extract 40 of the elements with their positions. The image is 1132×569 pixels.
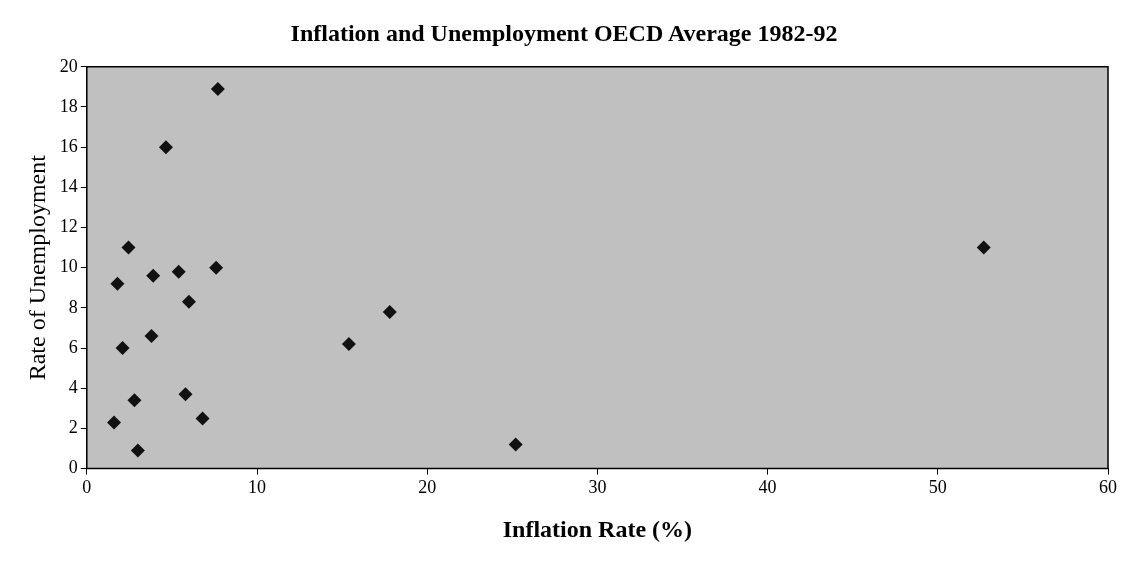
point [115,341,130,356]
y-axis-title: Rate of Unemployment [23,154,50,381]
point [341,337,356,352]
y-tick-label: 2 [68,417,78,438]
x-tick-label: 10 [248,477,266,498]
point [210,81,225,96]
x-tick-label: 40 [758,477,777,498]
point [146,268,161,283]
point [178,387,193,402]
y-tick-label: 8 [68,296,78,317]
y-tick-label: 4 [68,376,78,397]
y-tick-label: 16 [59,135,78,156]
x-tick-label: 60 [1099,477,1117,498]
point [144,329,159,344]
point [110,276,125,291]
x-axis-title: Inflation Rate (%) [502,515,693,542]
chart-title: Inflation and Unemployment OECD Average 1982-92 [290,19,838,46]
y-tick-label: 6 [68,336,78,357]
point [209,260,224,275]
point [130,443,145,458]
x-tick-label: 30 [588,477,607,498]
point [181,294,196,309]
y-tick-label: 12 [59,216,78,237]
point [195,411,210,426]
y-tick-label: 18 [59,95,78,116]
y-tick-label: 20 [59,55,78,76]
x-tick-label: 50 [928,477,947,498]
y-tick-label: 14 [59,176,78,197]
point [382,304,397,319]
point [158,140,173,155]
point [127,393,142,408]
point [976,240,991,255]
x-tick-label: 0 [82,477,92,498]
point [121,240,136,255]
point [171,264,186,279]
y-tick-label: 10 [59,256,78,277]
point [107,415,122,430]
x-tick-label: 20 [418,477,437,498]
point [508,437,523,452]
y-tick-label: 0 [68,457,78,478]
